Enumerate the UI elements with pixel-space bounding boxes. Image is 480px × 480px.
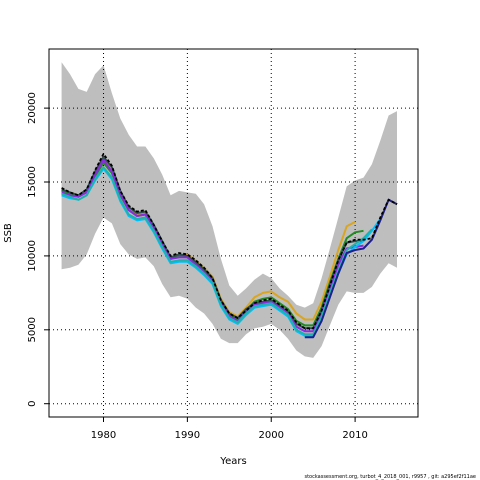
footer-note: stockassessment.org, turbot_4_2018_001, … <box>304 474 476 480</box>
axis-layer: 1980 1990 2000 2010 0 5000 10000 15000 20000 <box>27 92 368 441</box>
series-line-8 <box>61 153 398 330</box>
y-tick-label: 5000 <box>27 317 38 342</box>
series-line-7 <box>304 198 398 339</box>
x-tick-label: 1990 <box>175 430 200 441</box>
y-tick-label: 15000 <box>27 166 38 198</box>
x-tick-label: 2000 <box>259 430 284 441</box>
series-line-6 <box>61 166 373 336</box>
y-tick-label: 20000 <box>27 92 38 124</box>
series-line-4 <box>61 158 364 333</box>
y-axis-title: SSB <box>3 223 14 243</box>
x-tick-label: 2010 <box>342 430 367 441</box>
y-tick-label: 10000 <box>27 240 38 272</box>
x-tick-label: 1980 <box>91 430 116 441</box>
series-layer <box>61 153 398 339</box>
plot-frame <box>48 48 419 418</box>
y-tick-label: 0 <box>27 401 38 407</box>
x-axis-title: Years <box>219 456 246 467</box>
